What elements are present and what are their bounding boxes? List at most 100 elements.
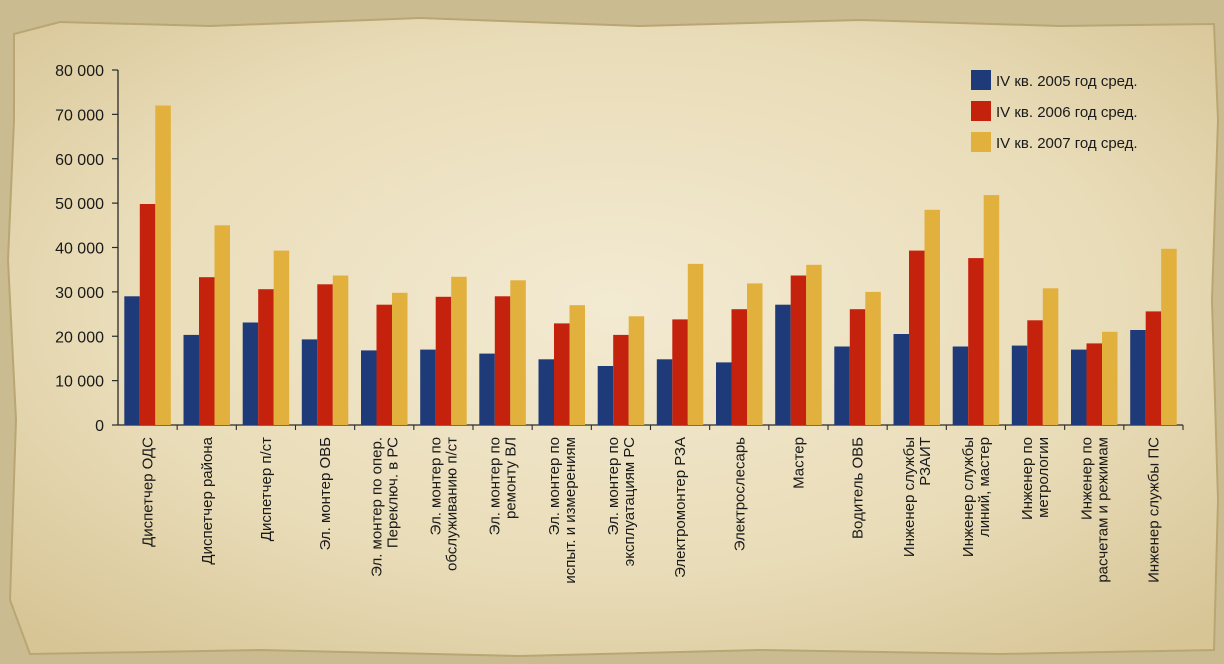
x-tick-label-line: Диспетчер п/ст [258, 437, 275, 541]
y-tick-label: 70 000 [55, 107, 104, 124]
bar-series-1 [420, 349, 436, 425]
bar-series-1 [834, 346, 850, 425]
x-tick-label-line: эксплуатациям РС [621, 437, 638, 567]
x-tick-label: Эл. монтер по опер. Переключ. в РС [368, 437, 401, 577]
bar-series-3 [806, 264, 822, 425]
bar-series-3 [1161, 248, 1177, 425]
x-tick-label: Инженер службы РЗАИТ [901, 437, 934, 557]
x-tick-label-line: испыт. и измерениям [562, 437, 579, 584]
x-tick-label: Диспетчер п/ст [258, 437, 275, 541]
x-tick-label-line: ремонту ВЛ [503, 437, 520, 519]
bar-series-1 [952, 346, 969, 425]
bar-series-3 [510, 280, 526, 425]
x-tick-label: Электрослесарь [731, 437, 748, 551]
y-tick-label: 80 000 [55, 63, 104, 80]
bar-series-2 [1086, 343, 1102, 425]
x-tick-label: Диспетчер ОДС [140, 437, 157, 547]
legend-label: IV кв. 2006 год сред. [996, 104, 1138, 121]
bar-series-1 [301, 339, 318, 425]
x-tick-label: Инженер по метрологии [1019, 437, 1052, 520]
y-tick-label: 20 000 [55, 329, 104, 346]
bar-series-3 [687, 263, 704, 425]
legend: IV кв. 2005 год сред. IV кв. 2006 год сре… [971, 70, 1138, 152]
x-tick-label: Диспетчер района [199, 436, 216, 564]
y-tick-label: 0 [95, 418, 104, 435]
x-tick-label: Эл. монтер по испыт. и измерениям [546, 437, 579, 584]
x-tick-label: Инженер службы линий, мастер [960, 437, 993, 557]
bar-series-3 [569, 305, 585, 425]
bar-series-1 [183, 334, 199, 425]
bar-series-1 [124, 296, 140, 425]
bar-series-3 [392, 292, 408, 425]
bar-series-1 [1071, 349, 1087, 425]
x-tick-label-line: Эл. монтер по [605, 437, 622, 535]
x-tick-label-line: Водитель ОВБ [850, 437, 867, 539]
bar-series-3 [1102, 331, 1118, 425]
bar-series-1 [242, 322, 259, 425]
bar-series-2 [613, 334, 629, 425]
legend-swatch [971, 101, 991, 121]
bar-series-1 [716, 362, 732, 425]
bar-series-1 [656, 359, 673, 425]
bar-series-2 [435, 296, 452, 425]
x-tick-label-line: расчетам и режимам [1094, 437, 1111, 583]
bar-series-2 [1145, 311, 1162, 425]
y-tick-label: 50 000 [55, 196, 104, 213]
x-tick-label: Эл. монтер по обслуживанию п/ст [427, 437, 460, 571]
x-tick-label: Мастер [790, 437, 807, 489]
legend-swatch [971, 70, 991, 90]
bar-series-1 [893, 334, 909, 425]
x-tick-label-line: Инженер службы [960, 437, 977, 557]
bar-series-2 [1027, 320, 1043, 425]
bar-series-3 [332, 275, 349, 425]
x-tick-label: Эл. монтер по эксплуатациям РС [605, 437, 638, 567]
x-tick-label: Инженер по расчетам и режимам [1078, 437, 1111, 583]
x-tick-label-line: Электромонтер РЗА [672, 437, 689, 578]
x-tick-label-line: обслуживанию п/ст [443, 437, 460, 571]
x-tick-label-line: Эл. монтер по опер. [368, 437, 385, 577]
x-tick-label-line: Эл. монтер по [427, 437, 444, 535]
x-tick-label: Эл. монтер по ремонту ВЛ [487, 437, 520, 535]
x-tick-label-line: Эл. монтер по [487, 437, 504, 535]
legend-label: IV кв. 2005 год сред. [996, 73, 1138, 90]
bar-series-3 [628, 316, 645, 425]
bar-series-3 [214, 225, 230, 425]
x-tick-label-line: Эл. монтер по [546, 437, 563, 535]
bar-series-2 [258, 289, 274, 425]
x-tick-label-line: РЗАИТ [917, 437, 934, 486]
x-tick-label-line: Эл. монтер ОВБ [317, 437, 334, 551]
x-tick-label-line: линий, мастер [976, 437, 993, 537]
bar-series-2 [790, 275, 807, 425]
x-tick-label: Водитель ОВБ [850, 437, 867, 539]
bar-series-3 [924, 209, 940, 425]
y-tick-label: 30 000 [55, 285, 104, 302]
bar-series-3 [155, 105, 171, 425]
bar-series-2 [376, 304, 392, 425]
x-tick-label-line: Инженер службы [901, 437, 918, 557]
x-tick-label: Эл. монтер ОВБ [317, 437, 334, 551]
x-tick-label-line: метрологии [1035, 437, 1052, 518]
bar-series-2 [139, 204, 156, 425]
bar-series-3 [451, 276, 467, 425]
x-tick-label-line: Электрослесарь [731, 437, 748, 551]
bar-series-1 [775, 304, 791, 425]
bar-series-3 [983, 195, 1000, 425]
bar-series-1 [361, 350, 377, 425]
bar-series-2 [317, 284, 333, 425]
bar-series-2 [968, 258, 984, 425]
bar-series-2 [731, 309, 747, 425]
x-tick-label-line: Диспетчер района [199, 436, 216, 564]
category-labels: Диспетчер ОДС Диспетчер района Диспетчер п… [140, 436, 1163, 583]
legend-label: IV кв. 2007 год сред. [996, 135, 1138, 152]
bar-series-3 [747, 283, 763, 425]
bar-series-1 [538, 359, 554, 425]
bar-series-1 [1011, 345, 1028, 425]
bar-series-3 [1042, 288, 1059, 425]
legend-swatch [971, 132, 991, 152]
bar-series-2 [199, 277, 215, 425]
bar-series-2 [672, 319, 688, 425]
bar-series-1 [1130, 330, 1146, 425]
x-tick-label-line: Переключ. в РС [384, 437, 401, 548]
